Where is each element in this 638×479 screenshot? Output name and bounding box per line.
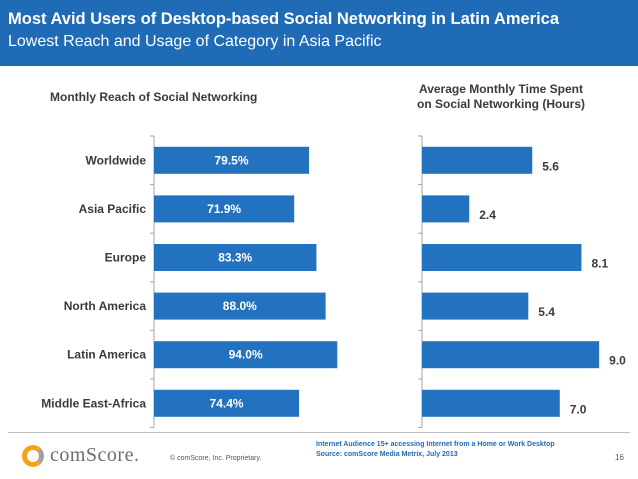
source-note-line-1: Internet Audience 15+ accessing Internet… bbox=[316, 441, 555, 448]
source-note: Internet Audience 15+ accessing Internet… bbox=[316, 440, 555, 460]
time-value-label: 9.0 bbox=[609, 354, 626, 368]
reach-value-label: 94.0% bbox=[229, 348, 263, 362]
reach-category-label: Worldwide bbox=[86, 153, 147, 167]
header-banner: Most Avid Users of Desktop-based Social … bbox=[0, 0, 638, 66]
time-bar bbox=[422, 195, 470, 223]
time-bar bbox=[422, 389, 560, 417]
time-bar bbox=[422, 244, 582, 271]
reach-category-label: Europe bbox=[105, 251, 147, 265]
reach-category-label: Asia Pacific bbox=[79, 202, 147, 216]
time-value-label: 2.4 bbox=[479, 208, 496, 222]
time-chart-title-line-2: on Social Networking (Hours) bbox=[416, 97, 585, 111]
time-value-label: 7.0 bbox=[570, 402, 587, 416]
comscore-logo-icon bbox=[22, 444, 44, 467]
time-bar bbox=[422, 292, 529, 320]
copyright-text: © comScore, Inc. Proprietary. bbox=[170, 455, 262, 462]
source-note-line-2: Source: comScore Media Metrix, July 2013 bbox=[316, 451, 458, 458]
reach-bar bbox=[154, 292, 326, 320]
time-chart-title: Average Monthly Time Spent on Social Net… bbox=[392, 82, 610, 112]
time-value-label: 5.4 bbox=[538, 305, 555, 319]
time-value-label: 5.6 bbox=[542, 159, 559, 173]
page-subtitle: Lowest Reach and Usage of Category in As… bbox=[8, 33, 382, 50]
reach-chart-title: Monthly Reach of Social Networking bbox=[50, 90, 258, 104]
time-bar bbox=[422, 146, 533, 174]
reach-value-label: 74.4% bbox=[210, 396, 244, 410]
footer-divider bbox=[8, 432, 630, 433]
reach-bar bbox=[154, 146, 310, 174]
reach-bar bbox=[154, 341, 338, 369]
page-number: 16 bbox=[615, 453, 624, 462]
reach-value-label: 71.9% bbox=[207, 202, 241, 216]
comscore-logo-text: comScore. bbox=[50, 444, 140, 466]
page-title: Most Avid Users of Desktop-based Social … bbox=[8, 10, 560, 28]
reach-bar bbox=[154, 244, 317, 271]
reach-category-label: North America bbox=[64, 299, 147, 313]
reach-category-label: Middle East-Africa bbox=[41, 396, 146, 410]
comscore-logo: comScore. bbox=[22, 444, 139, 467]
reach-category-label: Latin America bbox=[67, 348, 146, 362]
time-value-label: 8.1 bbox=[591, 257, 608, 271]
reach-value-label: 79.5% bbox=[214, 153, 248, 167]
reach-bar bbox=[154, 195, 295, 223]
reach-bar bbox=[154, 389, 300, 417]
reach-value-label: 83.3% bbox=[218, 251, 252, 265]
time-chart-title-line-1: Average Monthly Time Spent bbox=[418, 82, 584, 96]
reach-value-label: 88.0% bbox=[223, 299, 257, 313]
time-bar bbox=[422, 341, 600, 369]
